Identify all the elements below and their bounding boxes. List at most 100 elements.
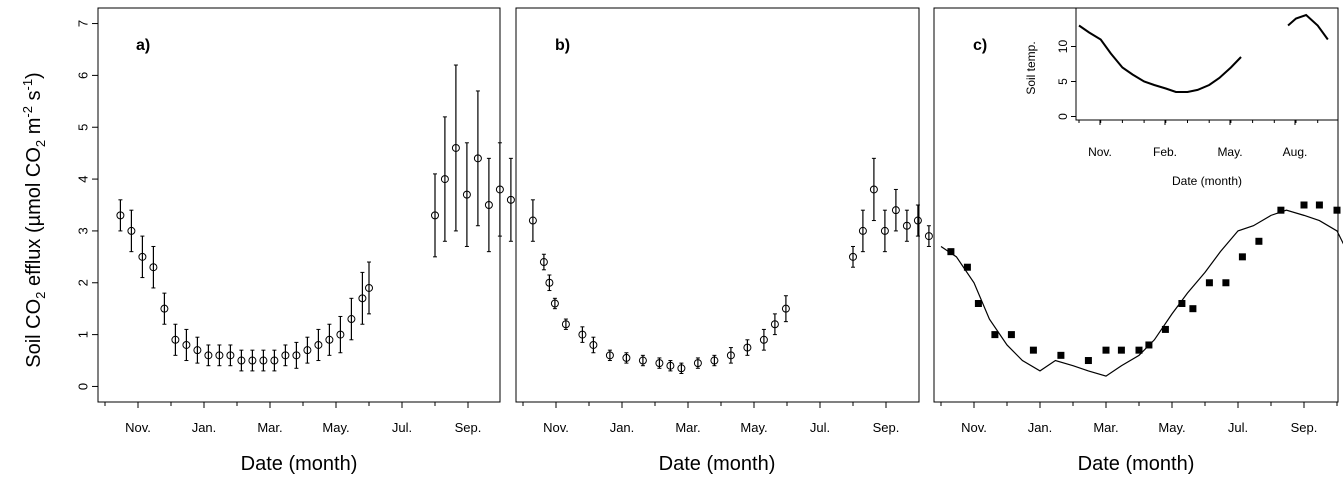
panel-c-square-point bbox=[1277, 206, 1285, 214]
panel-a-point bbox=[484, 201, 493, 209]
panel-c-square-point bbox=[1333, 206, 1341, 214]
panel-a-x-axis-title: Date (month) bbox=[241, 453, 358, 475]
panel-a-point bbox=[215, 351, 224, 360]
inset-y-tick-label: 10 bbox=[1056, 40, 1070, 54]
panel-b-x-ticks: Nov. Jan. Mar. May. Jul. Sep. bbox=[522, 402, 900, 435]
inset-y-ticks: 0 5 10 bbox=[1056, 40, 1076, 120]
panel-a-point bbox=[116, 211, 125, 220]
panel-a-y-tick-label: 3 bbox=[75, 227, 90, 234]
panel-b-point bbox=[655, 359, 664, 368]
panel-b-frame bbox=[515, 7, 920, 403]
inset-x-tick-label: Aug. bbox=[1283, 145, 1308, 159]
panel-b-point bbox=[666, 361, 675, 370]
panel-a-point bbox=[193, 346, 202, 355]
panel-a-x-tick-label: Mar. bbox=[257, 420, 282, 435]
panel-c-square-point bbox=[1007, 331, 1015, 339]
panel-a-x-tick-label: May. bbox=[322, 420, 349, 435]
panel-a-point bbox=[226, 351, 235, 360]
panel-c-square-point bbox=[947, 248, 955, 256]
panel-c-square-point bbox=[991, 331, 999, 339]
panel-a-x-tick-label: Jan. bbox=[192, 420, 217, 435]
inset-line-segment bbox=[1287, 13, 1329, 41]
panel-a-y-tick-label: 0 bbox=[75, 383, 90, 390]
panel-a: a) Date (month) Nov. Jan. Mar. May. Jul. Sep.… bbox=[75, 7, 515, 475]
panel-a-y-tick-label: 6 bbox=[75, 72, 90, 79]
panel-a-point bbox=[292, 351, 301, 360]
panel-b-point bbox=[858, 226, 867, 235]
panel-c-square-point bbox=[1145, 341, 1153, 349]
panel-b-x-axis-title: Date (month) bbox=[659, 453, 776, 475]
panel-c-square-point bbox=[1205, 279, 1213, 287]
panel-a-x-tick-label: Jul. bbox=[392, 420, 412, 435]
panel-c-square-point bbox=[1057, 351, 1065, 359]
panel-b-x-tick-label: Jul. bbox=[810, 420, 830, 435]
panel-c-square-point bbox=[1161, 325, 1169, 333]
panel-a-point bbox=[440, 175, 449, 184]
panel-b-point bbox=[770, 320, 779, 329]
panel-a-label: a) bbox=[136, 37, 150, 54]
y-axis-title-sup-2: -1 bbox=[20, 79, 35, 91]
panel-a-point bbox=[451, 143, 460, 152]
panel-a-point bbox=[325, 335, 334, 344]
panel-c-square-point bbox=[1300, 201, 1308, 209]
panel-a-x-ticks: Nov. Jan. Mar. May. Jul. Sep. bbox=[104, 402, 481, 435]
panel-a-point bbox=[182, 340, 191, 349]
panel-c-square-point bbox=[1102, 346, 1110, 354]
panel-c-data bbox=[940, 201, 1343, 377]
panel-a-point bbox=[303, 346, 312, 355]
inset-frame bbox=[1075, 7, 1339, 121]
panel-c-square-point bbox=[1029, 346, 1037, 354]
panel-b-point bbox=[622, 353, 631, 362]
panel-a-data bbox=[116, 64, 515, 372]
panel-c-square-point bbox=[1117, 346, 1125, 354]
panel-c-square-point bbox=[963, 263, 971, 271]
panel-c-square-point bbox=[1178, 300, 1186, 307]
panel-a-point bbox=[347, 315, 356, 324]
y-axis-title-part-c: efflux (µmol CO bbox=[23, 147, 45, 292]
panel-c-square-point bbox=[974, 300, 982, 307]
panel-b-point bbox=[605, 351, 614, 360]
panel-c-x-tick-label: Mar. bbox=[1093, 420, 1118, 435]
panel-c-square-point bbox=[1238, 253, 1246, 261]
panel-c-x-ticks: Nov. Jan. Mar. May. Jul. Sep. bbox=[940, 402, 1338, 435]
panel-a-point bbox=[281, 351, 290, 360]
panel-b-data bbox=[528, 157, 933, 374]
panel-b-x-tick-label: Nov. bbox=[543, 420, 569, 435]
panel-c-square-point bbox=[1255, 237, 1263, 245]
inset-x-tick-label: Feb. bbox=[1153, 145, 1177, 159]
panel-b-point bbox=[539, 258, 548, 267]
y-axis-title-part-i: ) bbox=[23, 72, 45, 79]
y-axis-title-part-a: Soil CO bbox=[23, 299, 45, 368]
panel-a-y-ticks: 0 1 2 3 4 5 6 7 bbox=[75, 20, 98, 390]
panel-a-point bbox=[171, 335, 180, 344]
panel-c-square-point bbox=[1315, 201, 1323, 209]
panel-b-point bbox=[710, 356, 719, 365]
panel-b: b) Date (month) Nov. Jan. Mar. May. Jul. Sep. bbox=[515, 7, 933, 475]
panel-c-square-point bbox=[1135, 346, 1143, 354]
inset-line-segment bbox=[1078, 24, 1242, 93]
panel-b-point bbox=[869, 185, 878, 194]
panel-a-point bbox=[495, 185, 504, 194]
panel-b-point bbox=[638, 356, 647, 365]
panel-a-y-tick-label: 7 bbox=[75, 20, 90, 27]
panel-b-point bbox=[924, 232, 933, 241]
panel-b-point bbox=[589, 340, 598, 349]
panel-a-y-tick-label: 1 bbox=[75, 331, 90, 338]
inset-plot: Soil temp. Date (month) Nov. Feb. May. Aug.… bbox=[1024, 7, 1339, 188]
panel-c-square-point bbox=[1084, 357, 1092, 365]
panel-c-x-tick-label: Jan. bbox=[1028, 420, 1053, 435]
panel-b-x-tick-label: Sep. bbox=[873, 420, 900, 435]
y-axis-title-sub-2: 2 bbox=[33, 140, 48, 147]
panel-a-point bbox=[160, 304, 169, 313]
panel-a-point bbox=[204, 351, 213, 360]
panel-a-y-tick-label: 2 bbox=[75, 279, 90, 286]
panel-c-square-point bbox=[1189, 305, 1197, 313]
inset-y-tick-label: 0 bbox=[1056, 113, 1070, 120]
panel-b-point bbox=[891, 206, 900, 215]
panel-a-point bbox=[314, 340, 323, 349]
panel-b-point bbox=[913, 216, 922, 225]
panel-c-x-tick-label: May. bbox=[1158, 420, 1185, 435]
panel-b-point bbox=[880, 226, 889, 235]
panel-b-point bbox=[902, 221, 911, 230]
